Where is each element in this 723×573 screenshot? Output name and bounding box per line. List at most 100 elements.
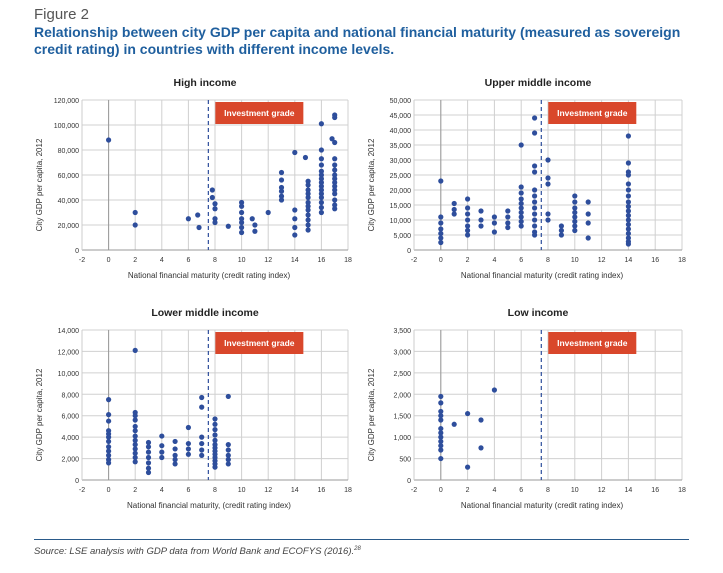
y-tick-label: 10,000 (58, 371, 80, 378)
data-point (332, 167, 338, 173)
data-point (106, 397, 112, 403)
data-point (209, 187, 215, 193)
data-point (252, 228, 258, 234)
y-tick-label: 20,000 (390, 188, 412, 195)
data-point (518, 190, 524, 196)
data-point (532, 211, 538, 217)
data-point (199, 394, 205, 401)
data-point (625, 208, 631, 214)
data-point (212, 216, 218, 222)
y-tick-label: 50,000 (390, 98, 412, 105)
y-tick-label: 35,000 (390, 143, 412, 150)
data-point (212, 427, 218, 433)
data-point (625, 226, 631, 232)
data-point (518, 184, 524, 190)
data-point (199, 447, 205, 453)
y-tick-label: 0 (75, 248, 79, 255)
investment-grade-label: Investment grade (224, 338, 295, 348)
data-point (132, 347, 138, 353)
data-point (318, 199, 324, 206)
data-point (332, 197, 338, 203)
data-point (106, 137, 112, 143)
x-tick-label: -2 (411, 257, 417, 264)
figure-title: Relationship between city GDP per capita… (34, 24, 681, 57)
y-tick-label: 40,000 (58, 198, 80, 205)
x-axis-label: National financial maturity (credit rati… (461, 501, 624, 510)
data-point (438, 417, 444, 423)
data-point (318, 183, 324, 189)
investment-grade-badge (548, 102, 637, 124)
data-point (212, 416, 218, 422)
data-point (132, 450, 138, 456)
y-axis-label: City GDP per capita, 2012 (367, 368, 376, 461)
data-point (292, 207, 298, 213)
x-tick-label: 16 (651, 257, 659, 264)
data-point (491, 214, 497, 220)
data-point (305, 182, 311, 188)
data-point (132, 442, 138, 448)
data-point (172, 457, 178, 463)
data-point (438, 447, 444, 453)
investment-grade-label: Investment grade (224, 108, 295, 118)
data-point (132, 437, 138, 443)
x-tick-label: 4 (492, 487, 496, 494)
x-tick-label: 6 (519, 487, 523, 494)
data-point (278, 177, 285, 183)
data-point (132, 433, 138, 439)
data-point (199, 440, 205, 447)
data-point (518, 196, 524, 202)
data-point (451, 421, 457, 427)
data-point (465, 205, 471, 211)
x-tick-label: 8 (546, 487, 550, 494)
data-point (106, 412, 112, 418)
data-point (159, 449, 165, 455)
data-point (491, 220, 497, 226)
data-point (239, 203, 245, 209)
chart-lower-middle-income: Lower middle income 0 2,000 4,000 6,000 8,000… (35, 307, 352, 510)
data-point (518, 142, 524, 148)
x-tick-label: -2 (411, 487, 417, 494)
data-point (172, 452, 178, 458)
data-point (225, 461, 231, 467)
y-tick-label: 20,000 (58, 223, 80, 230)
x-tick-label: 8 (213, 487, 217, 494)
x-tick-label: -2 (79, 257, 85, 264)
chart-upper-middle-income: Upper middle income 0 5,000 10,000 15,000 20,… (367, 77, 686, 280)
data-point (625, 199, 631, 205)
data-point (195, 212, 201, 218)
data-point (132, 423, 138, 430)
data-point (478, 445, 484, 451)
data-point (225, 393, 231, 400)
investment-grade-badge (215, 102, 304, 124)
y-tick-label: 2,500 (393, 371, 411, 378)
data-point (292, 224, 298, 231)
data-point (305, 207, 311, 213)
x-tick-label: 10 (571, 487, 579, 494)
data-point (438, 230, 444, 237)
data-point (132, 209, 138, 216)
y-tick-label: 500 (399, 457, 411, 464)
y-tick-label: 0 (75, 478, 79, 485)
data-point (132, 459, 138, 465)
data-point (518, 218, 524, 225)
data-point (332, 156, 338, 162)
data-point (545, 211, 551, 217)
data-point (451, 206, 457, 213)
data-point (145, 449, 152, 455)
data-point (438, 214, 444, 220)
source-footnote-ref: 28 (354, 546, 361, 552)
data-point (465, 211, 471, 217)
data-point (625, 217, 631, 223)
data-point (212, 421, 218, 427)
y-tick-label: 3,500 (393, 328, 411, 335)
data-point (465, 464, 471, 470)
data-point (438, 178, 444, 184)
data-point (278, 193, 285, 199)
investment-grade-label: Investment grade (557, 108, 628, 118)
data-point (438, 438, 444, 445)
data-point (332, 176, 338, 182)
data-point (532, 205, 538, 211)
data-point (558, 227, 564, 234)
data-point (305, 194, 311, 201)
data-point (239, 209, 245, 216)
